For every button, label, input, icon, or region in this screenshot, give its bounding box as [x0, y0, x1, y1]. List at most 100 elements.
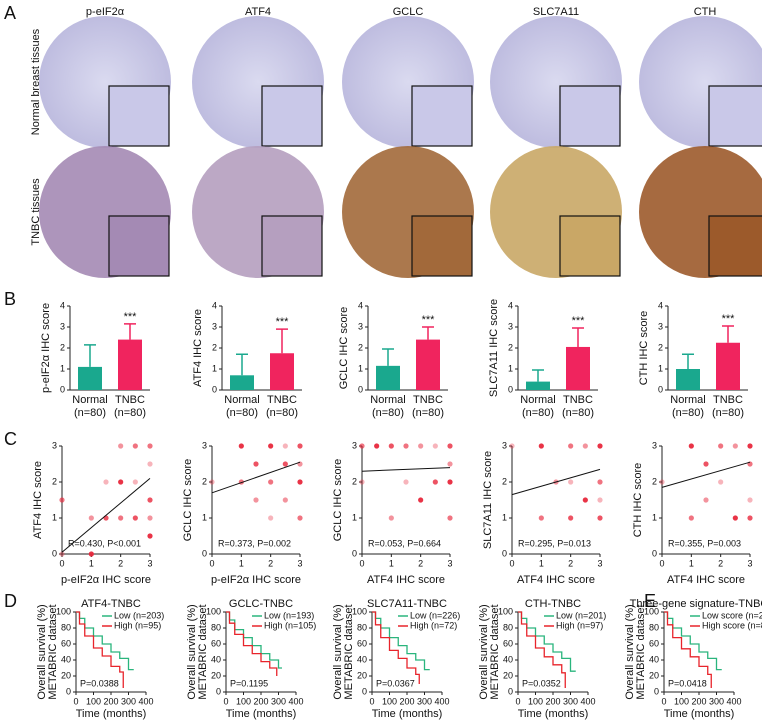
- significance: ***: [572, 315, 586, 327]
- y-axis-label: METABRIC dataset: [343, 604, 355, 699]
- x-tick-label: 100: [528, 696, 543, 706]
- x-axis-label: Time (months): [372, 708, 443, 720]
- panel-label: A: [4, 3, 16, 23]
- inset: [261, 215, 323, 277]
- significance: ***: [722, 313, 736, 325]
- point: [447, 461, 453, 467]
- x-tick-label: 1: [689, 558, 694, 568]
- y-tick-label: 60: [61, 638, 71, 648]
- survival-curve: [76, 611, 134, 671]
- inset: [411, 85, 473, 147]
- panel-label: E: [644, 591, 656, 611]
- survival-curve: [372, 611, 420, 684]
- x-tick-label: 0: [73, 696, 78, 706]
- chart-title: GCLC-TNBC: [229, 598, 293, 610]
- point: [688, 443, 694, 449]
- y-axis-label: CTH IHC score: [638, 311, 650, 386]
- error-bar: [422, 326, 434, 340]
- survival-curve: [372, 611, 430, 671]
- point: [209, 479, 215, 485]
- fit-line: [511, 468, 601, 496]
- x-tick-label: 1: [89, 558, 94, 568]
- x-tick-label: 0: [59, 558, 64, 568]
- point: [703, 497, 709, 503]
- bar: [416, 339, 440, 390]
- x-axis-label: ATF4 IHC score: [667, 574, 745, 586]
- point: [282, 443, 288, 449]
- annotation: R=0.053, P=0.664: [368, 538, 441, 548]
- error-bar: [382, 348, 394, 366]
- point: [597, 479, 603, 485]
- point: [253, 461, 259, 467]
- chart-title: Three-gene signature-TNBC: [630, 598, 762, 610]
- point: [747, 515, 753, 521]
- survival-curve: [226, 611, 278, 676]
- x-tick-label: 0: [359, 558, 364, 568]
- point: [132, 515, 138, 521]
- point: [747, 461, 753, 467]
- column-title: SLC7A11: [533, 6, 579, 18]
- y-tick-label: 4: [212, 300, 217, 310]
- error-bar: [276, 328, 288, 354]
- point: [297, 461, 303, 467]
- y-tick-label: 80: [649, 622, 659, 632]
- point: [118, 515, 124, 521]
- x-tick-label: (n=80): [372, 407, 404, 419]
- x-tick-label: (n=80): [226, 407, 258, 419]
- y-tick-label: 0: [362, 686, 367, 696]
- y-tick-label: 0: [358, 384, 363, 394]
- x-axis-label: Time (months): [76, 708, 147, 720]
- annotation: R=0.430, P<0.001: [68, 538, 141, 548]
- x-tick-label: Normal: [370, 394, 405, 406]
- inset: [108, 85, 170, 147]
- point: [147, 461, 153, 467]
- x-tick-label: 400: [580, 696, 595, 706]
- error-bar: [722, 325, 734, 343]
- annotation: P=0.1195: [230, 678, 268, 688]
- y-tick-label: 80: [357, 622, 367, 632]
- y-tick-label: 1: [352, 512, 357, 522]
- point: [238, 443, 244, 449]
- y-axis-label: SLC7A11 IHC score: [488, 299, 500, 397]
- y-tick-label: 3: [508, 321, 513, 331]
- x-tick-label: Normal: [72, 394, 107, 406]
- row-label: Normal breast tissues: [30, 28, 42, 135]
- point: [282, 461, 288, 467]
- error-bar: [572, 327, 584, 347]
- point: [132, 443, 138, 449]
- x-tick-label: 2: [118, 558, 123, 568]
- point: [103, 479, 109, 485]
- fit-line: [661, 461, 751, 488]
- x-tick-label: Normal: [224, 394, 259, 406]
- x-axis-label: p-eIF2α IHC score: [211, 574, 301, 586]
- y-tick-label: 2: [202, 476, 207, 486]
- y-tick-label: 4: [358, 300, 363, 310]
- point: [388, 515, 394, 521]
- y-tick-label: 0: [352, 548, 357, 558]
- inset: [261, 85, 323, 147]
- point: [538, 443, 544, 449]
- y-tick-label: 4: [508, 300, 513, 310]
- y-tick-label: 3: [212, 321, 217, 331]
- x-tick-label: 0: [515, 696, 520, 706]
- y-axis-label: SLC7A11 IHC score: [482, 451, 494, 549]
- x-tick-label: 200: [399, 696, 414, 706]
- y-tick-label: 1: [52, 512, 57, 522]
- point: [447, 443, 453, 449]
- annotation: P=0.0388: [80, 678, 119, 688]
- point: [268, 479, 274, 485]
- y-tick-label: 3: [352, 440, 357, 450]
- y-tick-label: 0: [502, 548, 507, 558]
- point: [268, 515, 274, 521]
- y-tick-label: 4: [658, 300, 663, 310]
- y-axis-label: GCLC IHC score: [332, 459, 344, 542]
- x-tick-label: 400: [726, 696, 741, 706]
- inset: [708, 215, 762, 277]
- y-tick-label: 0: [60, 384, 65, 394]
- x-tick-label: Normal: [520, 394, 555, 406]
- y-tick-label: 20: [61, 670, 71, 680]
- chart-title: CTH-TNBC: [525, 598, 581, 610]
- x-tick-label: 2: [268, 558, 273, 568]
- annotation: R=0.355, P=0.003: [668, 538, 741, 548]
- x-tick-label: 400: [288, 696, 303, 706]
